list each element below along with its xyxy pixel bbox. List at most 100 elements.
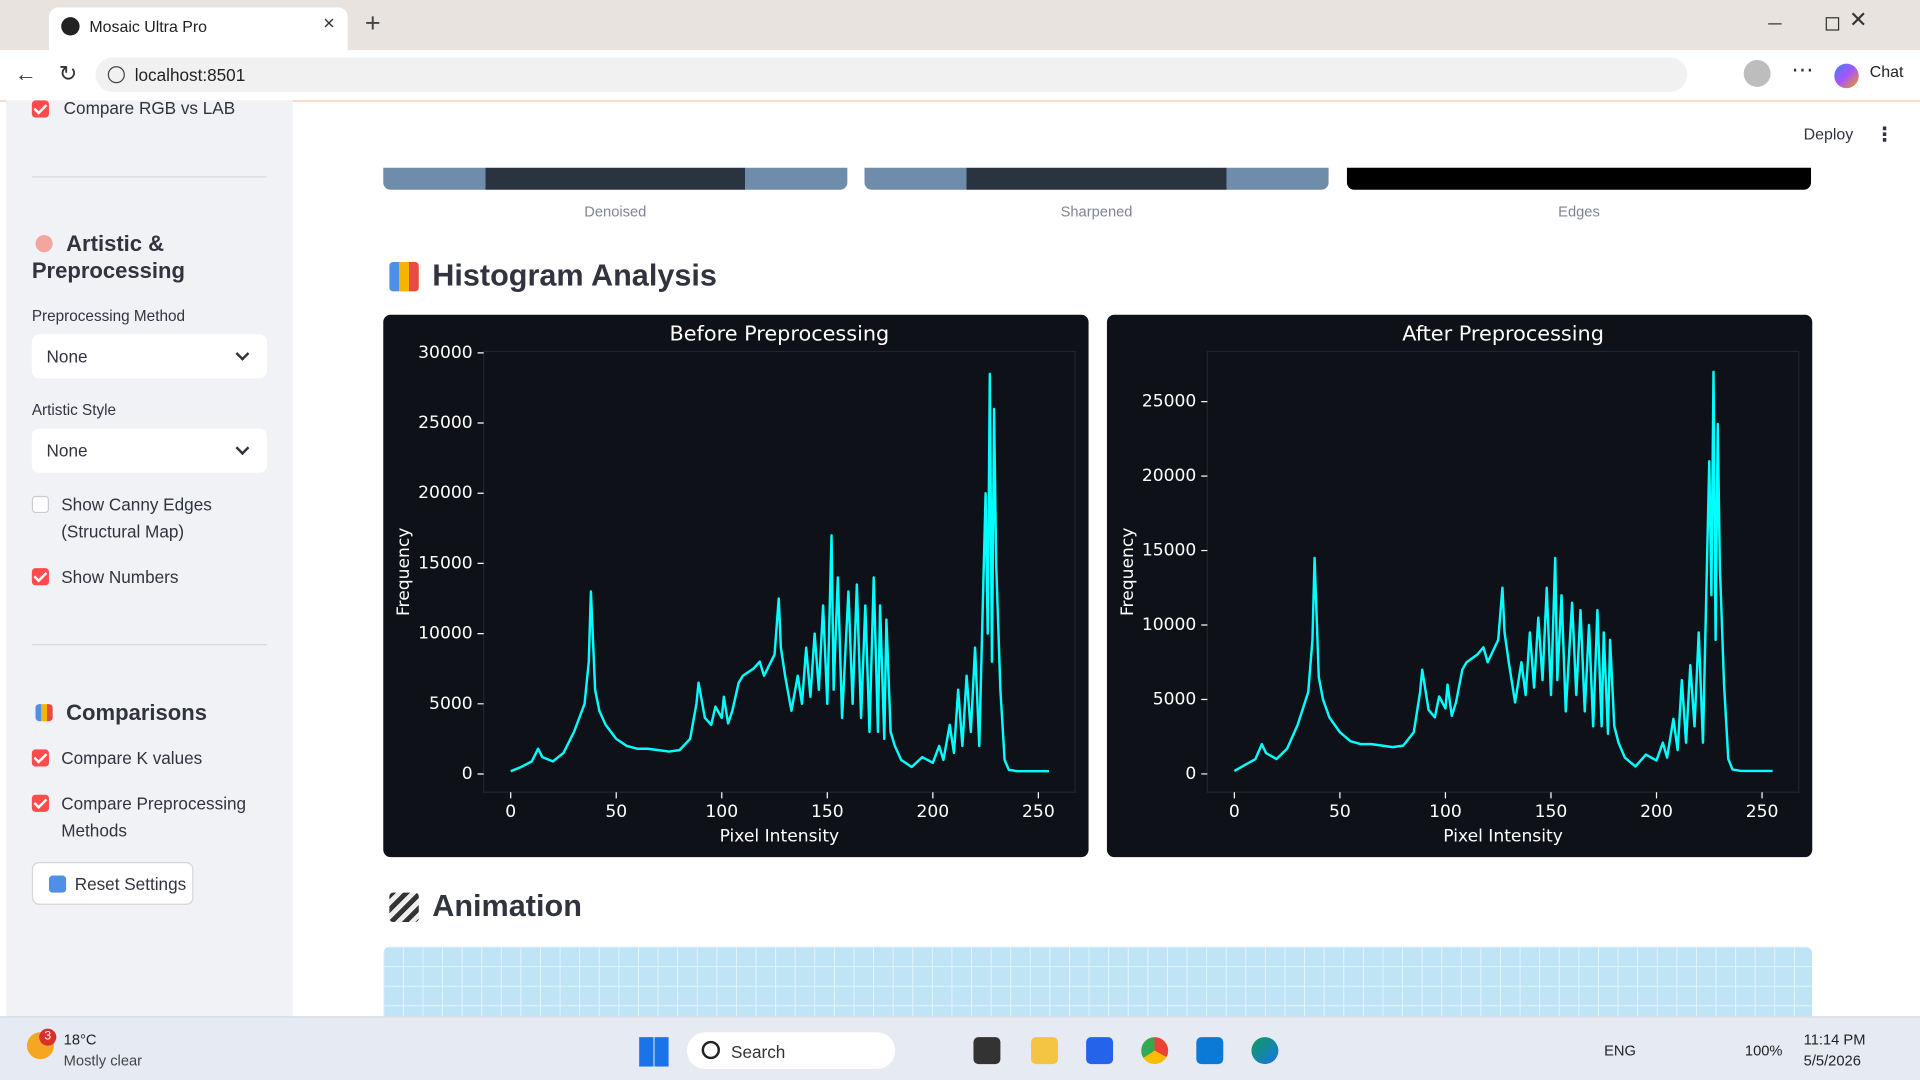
checkbox-label: Compare RGB vs LAB <box>63 97 236 118</box>
checkbox[interactable] <box>31 794 49 812</box>
select[interactable]: None <box>31 428 267 473</box>
site-info[interactable] <box>107 66 125 84</box>
app-icon[interactable] <box>1196 1037 1224 1065</box>
x-tick-label: 250 <box>1746 802 1779 822</box>
divider <box>31 176 267 178</box>
x-tick-label: 200 <box>1640 802 1673 822</box>
url: localhost:8501 <box>134 64 246 85</box>
y-tick-label: 5000 <box>429 694 473 714</box>
address-bar[interactable]: localhost:8501 <box>95 57 1688 92</box>
close-tab[interactable]: × <box>323 13 335 35</box>
search-box[interactable]: Search <box>686 1032 896 1069</box>
y-tick-label: 15000 <box>418 553 472 573</box>
chevron <box>235 346 250 361</box>
x-axis-label: Pixel Intensity <box>720 826 840 846</box>
section-heading: Animation <box>432 888 582 924</box>
y-tick-label: 20000 <box>418 483 472 503</box>
x-tick-label: 250 <box>1022 802 1055 822</box>
x-tick-label: 100 <box>705 802 738 822</box>
new-tab[interactable]: + <box>364 7 381 38</box>
browser-tab[interactable]: Mosaic Ultra Pro × <box>48 7 348 51</box>
deploy-button[interactable]: Deploy <box>1803 124 1854 144</box>
x-tick-label: 150 <box>1535 802 1568 822</box>
sidebar: Compare RGB vs LAB Artistic & Preprocess… <box>6 98 293 1017</box>
histogram-icon <box>389 262 419 292</box>
y-tick-label: 20000 <box>1142 466 1196 486</box>
x-tick-label: 0 <box>1229 802 1240 822</box>
reload-button[interactable]: ↻ <box>58 61 78 86</box>
plot-area <box>483 350 1076 793</box>
app-icon[interactable] <box>973 1037 1001 1065</box>
y-tick-label: 15000 <box>1142 541 1196 561</box>
minimize[interactable] <box>1768 23 1782 25</box>
restore[interactable] <box>1825 17 1840 31</box>
checkbox[interactable] <box>31 568 49 586</box>
histogram-line <box>510 372 1049 773</box>
x-tick-label: 150 <box>811 802 844 822</box>
app-icon[interactable] <box>1031 1037 1058 1065</box>
histogram-chart: After Preprocessing Pixel Intensity Freque… <box>1106 314 1813 858</box>
app-icon[interactable] <box>1141 1037 1169 1065</box>
plot-area <box>1206 350 1800 793</box>
temperature: 18°C <box>63 1031 97 1049</box>
reset-icon <box>48 875 67 893</box>
image-sharpened <box>864 167 1329 190</box>
image-caption: Sharpened <box>1060 203 1133 221</box>
back-button[interactable]: ← <box>14 61 37 86</box>
checkbox[interactable] <box>31 749 49 767</box>
battery[interactable]: 100% <box>1744 1042 1783 1060</box>
y-tick-label: 25000 <box>1142 392 1196 412</box>
search-label: Search <box>731 1042 786 1062</box>
section-heading: Histogram Analysis <box>432 258 717 293</box>
x-tick-label: 200 <box>916 802 949 822</box>
copilot-icon[interactable] <box>1834 63 1859 89</box>
divider <box>31 644 267 646</box>
section-heading: Artistic & Preprocessing <box>31 231 185 283</box>
chart-icon <box>35 704 53 722</box>
app-icon[interactable] <box>1251 1037 1279 1065</box>
x-tick-label: 50 <box>605 802 627 822</box>
menu[interactable]: ⋯ <box>1791 57 1814 83</box>
taskbar: 3 18°C Mostly clear Search ENG 100% 11:1… <box>0 1016 1920 1080</box>
tab-title: Mosaic Ultra Pro <box>89 17 208 36</box>
select-value: None <box>46 346 88 367</box>
y-tick-label: 10000 <box>418 624 472 644</box>
image-denoised <box>383 167 848 190</box>
close-window[interactable]: ✕ <box>1848 7 1868 32</box>
palette-icon <box>35 235 53 253</box>
time[interactable]: 11:14 PM <box>1803 1031 1866 1049</box>
image-caption: Edges <box>1558 203 1600 221</box>
field-label: Preprocessing Method <box>31 307 185 325</box>
image-edges <box>1346 167 1812 190</box>
chat-button[interactable]: Chat <box>1869 62 1904 81</box>
search-icon <box>701 1040 721 1060</box>
checkbox[interactable] <box>31 495 49 514</box>
reset-button[interactable]: Reset Settings <box>31 862 194 905</box>
checkbox[interactable] <box>31 100 49 118</box>
histogram-chart: Before Preprocessing Pixel Intensity Frequ… <box>383 314 1089 858</box>
image-caption: Denoised <box>584 203 647 221</box>
date[interactable]: 5/5/2026 <box>1803 1051 1861 1069</box>
y-tick-label: 30000 <box>418 343 472 363</box>
select[interactable]: None <box>31 334 267 379</box>
toolbar: ← ↻ localhost:8501 ⋯ Chat <box>0 50 1920 102</box>
profile[interactable] <box>1743 60 1771 87</box>
app-menu[interactable]: ⋮ <box>1874 124 1895 146</box>
weather: Mostly clear <box>63 1051 143 1069</box>
histogram-line <box>1233 370 1773 773</box>
y-axis-label: Frequency <box>1118 528 1138 616</box>
language[interactable]: ENG <box>1604 1042 1636 1060</box>
badge: 3 <box>39 1028 57 1046</box>
start-button[interactable] <box>639 1037 669 1067</box>
y-tick-label: 0 <box>1185 764 1196 784</box>
animation-icon <box>389 892 419 923</box>
chart-title: Before Preprocessing <box>670 321 890 345</box>
x-tick-label: 50 <box>1329 802 1351 822</box>
app-icon[interactable] <box>1086 1037 1114 1065</box>
y-tick-label: 25000 <box>418 413 472 433</box>
checkbox-label: Compare K values <box>61 748 203 768</box>
checkbox-label: Show Canny Edges (Structural Map) <box>61 494 212 542</box>
